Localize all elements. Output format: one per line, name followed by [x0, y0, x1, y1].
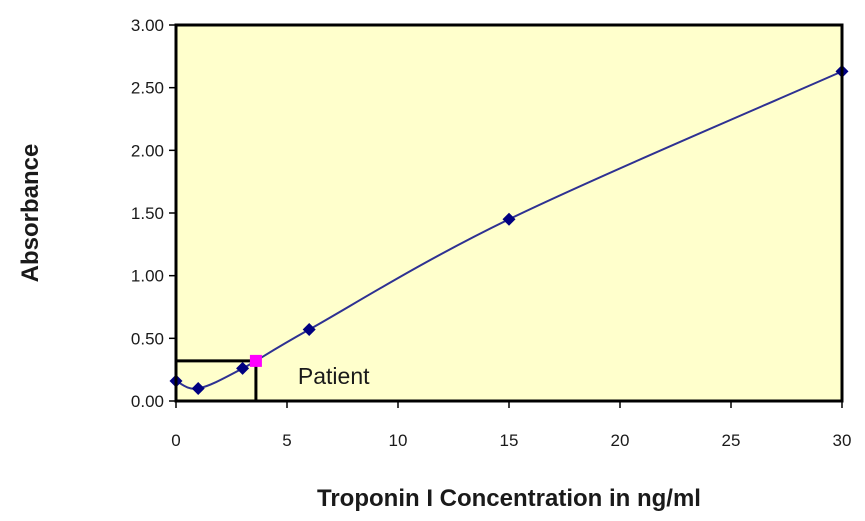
y-axis-title: Absorbance [17, 144, 44, 283]
data-point [191, 381, 205, 395]
y-tick-label: 2.00 [131, 141, 164, 160]
x-tick-label: 30 [833, 431, 852, 450]
x-axis-title: Troponin I Concentration in ng/ml [317, 485, 701, 512]
y-tick-label: 1.00 [131, 267, 164, 286]
y-tick-label: 0.00 [131, 392, 164, 411]
x-tick-label: 20 [611, 431, 630, 450]
plot-frame [174, 23, 844, 403]
data-point [302, 323, 316, 337]
y-tick-label: 2.50 [131, 79, 164, 98]
y-tick-label: 1.50 [131, 204, 164, 223]
x-tick-label: 25 [722, 431, 741, 450]
x-tick-label: 15 [500, 431, 519, 450]
data-point [236, 361, 250, 375]
data-point [502, 212, 516, 226]
y-axis-ticks: 0.00 0.50 1.00 1.50 2.00 2.50 3.00 [131, 16, 176, 411]
x-tick-label: 10 [389, 431, 408, 450]
y-tick-label: 3.00 [131, 16, 164, 35]
patient-marker [249, 354, 262, 367]
y-tick-label: 0.50 [131, 329, 164, 348]
x-tick-label: 0 [171, 431, 180, 450]
x-axis-ticks: 0 5 10 15 20 25 30 [171, 401, 851, 450]
x-tick-label: 5 [282, 431, 291, 450]
patient-label: Patient [298, 363, 370, 389]
